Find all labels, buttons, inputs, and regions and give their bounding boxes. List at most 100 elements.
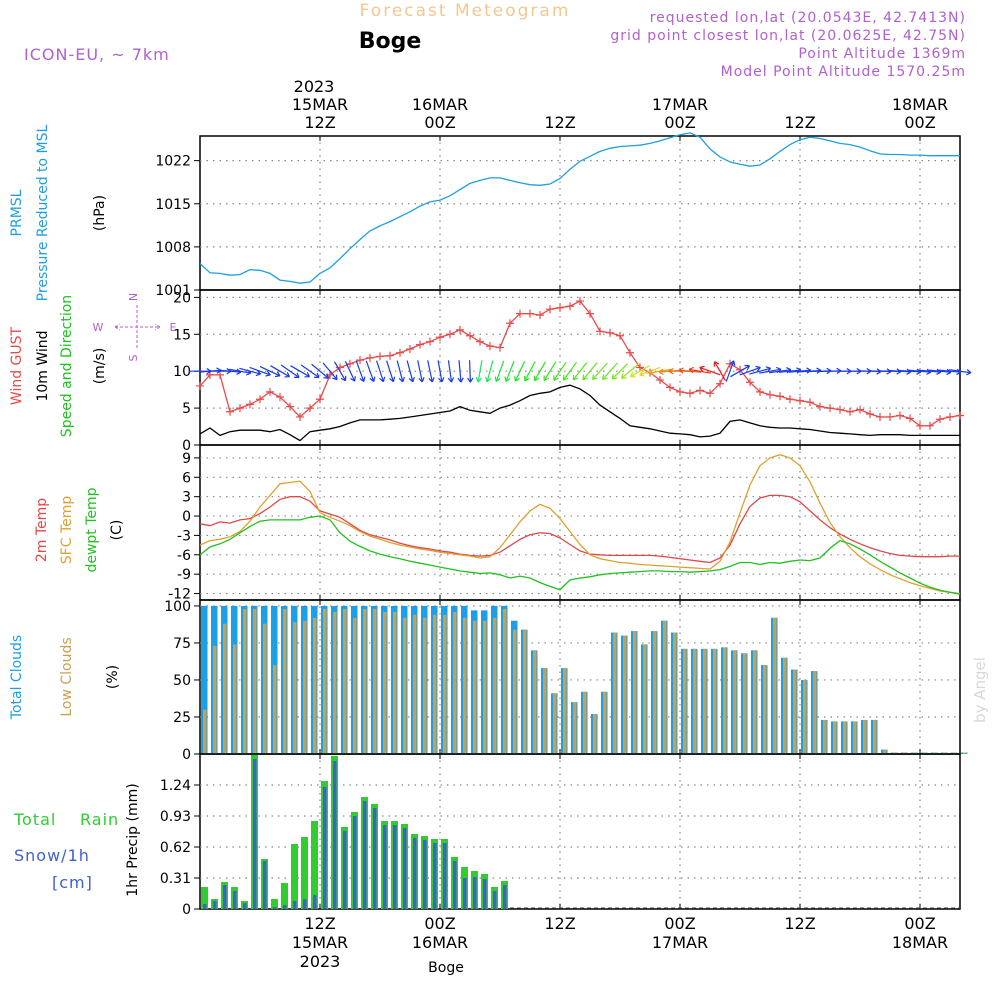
clouds-ytick-label: 100 — [164, 599, 191, 615]
wind-arrow-head — [467, 377, 474, 383]
low-cloud-bar — [603, 691, 607, 754]
wind-arrow-head — [699, 365, 705, 372]
gust-marker — [766, 390, 774, 399]
bottom-time-label: 00Z — [904, 914, 935, 933]
clouds-ytick-label: 25 — [173, 710, 191, 726]
wind-arrow-shaft — [678, 369, 702, 373]
wind-arrow — [437, 360, 445, 383]
precip-panel: 0 0.31 0.62 0.93 1.24 Total Rain Snow/1h [cm] 1hr… — [13, 753, 961, 918]
gust-marker — [446, 330, 454, 339]
wind-arrow-shaft — [713, 361, 727, 382]
wind-arrow-shaft — [582, 362, 598, 381]
wind-arrow-shaft — [239, 367, 261, 375]
wind-arrow-shaft — [524, 361, 536, 382]
top-date-label: 16MAR — [412, 95, 468, 114]
gust-marker — [946, 412, 954, 421]
gust-marker — [526, 309, 534, 318]
temperature-ytick-label: -3 — [177, 528, 191, 544]
top-date-label: 17MAR — [652, 95, 708, 114]
temperature-ytick-label: 3 — [182, 490, 191, 506]
wind-arrow — [504, 360, 515, 382]
gust-marker — [506, 319, 514, 328]
wind-arrow-shaft — [739, 366, 761, 376]
gust-marker — [256, 395, 264, 404]
wind-arrow-shaft — [928, 369, 952, 373]
rain-bar — [201, 887, 208, 909]
precip-frame — [199, 753, 961, 910]
wind-arrow-head — [729, 360, 736, 366]
gust-marker — [266, 387, 274, 396]
temperature-ytick-label: 6 — [182, 470, 191, 486]
low-cloud-bar — [783, 657, 787, 754]
gust-marker — [776, 392, 784, 401]
wind-arrow-shaft — [769, 369, 791, 374]
rain-bar — [281, 883, 288, 909]
wind-arrow — [523, 361, 536, 382]
wind-axis-label: Speed and Direction — [59, 295, 75, 437]
low-cloud-bar — [263, 623, 267, 754]
gust-marker — [426, 337, 434, 346]
gust-marker — [346, 359, 354, 368]
bottom-time-label: 00Z — [424, 914, 455, 933]
snow-bar — [473, 877, 477, 909]
snow-bar — [243, 903, 247, 909]
gust-marker — [786, 395, 794, 404]
gust-marker — [486, 342, 494, 351]
top-year: 2023 — [294, 77, 335, 96]
bottom-year-label: 2023 — [300, 952, 341, 971]
gust-marker — [436, 333, 444, 342]
wind-arrow — [290, 365, 311, 378]
gust-marker — [456, 325, 464, 334]
wind-arrow-head — [340, 375, 347, 382]
wind-arrow-head — [350, 376, 356, 382]
wind-arrow — [533, 361, 547, 382]
wind-arrow — [365, 360, 376, 383]
wind-arrow — [562, 361, 577, 381]
snow-bar — [203, 904, 207, 909]
gust-marker — [916, 421, 924, 430]
gust-marker — [906, 414, 914, 423]
low-cloud-bar — [493, 617, 497, 754]
wind-arrow — [688, 366, 711, 374]
gust-marker — [796, 396, 804, 405]
gust-marker — [696, 386, 704, 395]
snow-bar — [223, 885, 227, 909]
wind-arrow-head — [678, 367, 684, 374]
snow-bar — [293, 901, 297, 909]
wind-gust-line — [199, 300, 961, 427]
low-cloud-bar — [383, 611, 387, 754]
wind-arrow-head — [408, 376, 415, 383]
rain-bar — [311, 821, 318, 909]
wind-arrow — [259, 365, 281, 378]
wind-arrow-head — [428, 377, 435, 383]
low-cloud-bar — [553, 693, 557, 754]
model-altitude: Model Point Altitude 1570.25m — [721, 64, 966, 80]
temperature-panel: -12 -9 -6 -3 0 3 6 9 2m Temp SFC Temp dewpt Temp (C… — [34, 444, 961, 603]
wind-axis-label: Wind GUST — [9, 326, 25, 405]
wind-arrow-head — [284, 371, 291, 378]
clouds-ytick-label: 75 — [173, 636, 191, 652]
wind-arrow-head — [629, 371, 636, 378]
low-cloud-bar — [733, 650, 737, 754]
wind-arrow-head — [304, 371, 311, 378]
snow-bar — [263, 861, 267, 909]
rain-bar — [271, 899, 278, 909]
bottom-date-label: 18MAR — [892, 933, 948, 952]
low-cloud-bar — [673, 632, 677, 754]
wind-ytick-label: 15 — [173, 327, 191, 343]
wind-arrow-head — [475, 377, 482, 383]
top-time-label: 00Z — [904, 113, 935, 132]
snow-bar — [213, 901, 217, 909]
compass-cross — [114, 305, 161, 350]
precip-snow-label: Snow/1h — [14, 846, 90, 865]
top-date-label: 18MAR — [892, 95, 948, 114]
wind-arrow-shaft — [553, 361, 567, 381]
wind-axis-label: (m/s) — [92, 348, 108, 385]
compass-n: N — [127, 293, 140, 301]
gust-marker — [876, 412, 884, 421]
wind-arrow-head — [447, 377, 455, 383]
gust-marker — [416, 340, 424, 349]
snow-bar — [453, 861, 457, 909]
low-cloud-bar — [343, 608, 347, 754]
